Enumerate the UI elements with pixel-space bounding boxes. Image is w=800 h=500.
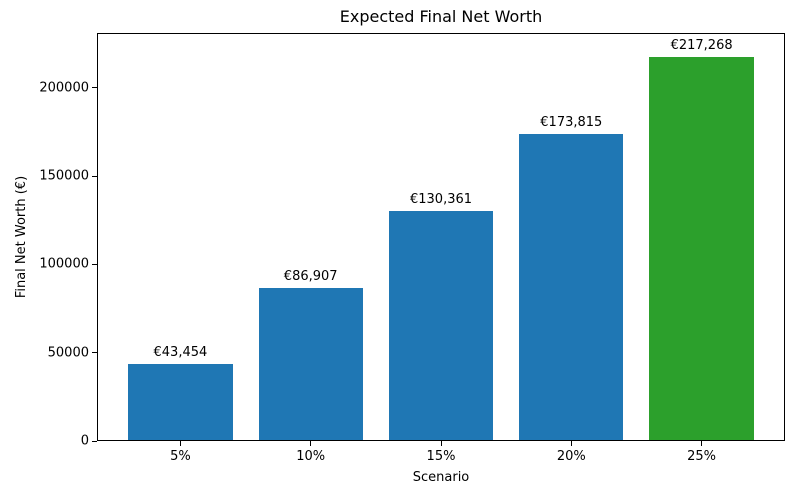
x-tick-mark <box>440 441 442 446</box>
y-tick-mark <box>92 352 97 354</box>
bar-value-label-15%: €130,361 <box>409 191 473 207</box>
y-tick-mark <box>92 440 97 442</box>
bar-25% <box>649 57 754 441</box>
y-tick-label: 50000 <box>47 345 89 361</box>
y-tick-mark <box>92 175 97 177</box>
bars-layer <box>97 33 785 441</box>
y-tick-mark <box>92 263 97 265</box>
x-tick-label-5%: 5% <box>170 449 191 464</box>
bar-20% <box>519 134 624 441</box>
x-tick-mark <box>179 441 181 446</box>
x-tick-mark <box>701 441 703 446</box>
x-tick-label-10%: 10% <box>296 449 326 464</box>
bar-value-label-25%: €217,268 <box>670 38 733 54</box>
chart-title: Expected Final Net Worth <box>339 7 543 26</box>
y-tick-label: 150000 <box>39 168 89 184</box>
x-tick-mark <box>310 441 312 446</box>
bar-10% <box>258 287 363 441</box>
bar-value-label-10%: €86,907 <box>283 268 338 284</box>
bar-value-label-20%: €173,815 <box>540 115 603 130</box>
x-tick-label-20%: 20% <box>556 449 586 464</box>
bar-15% <box>388 210 494 441</box>
x-axis-label: Scenario <box>412 470 470 485</box>
y-axis-label: Final Net Worth (€) <box>14 175 29 299</box>
x-tick-label-25%: 25% <box>687 449 717 464</box>
bar-5% <box>128 364 233 441</box>
y-tick-label: 100000 <box>39 256 89 272</box>
x-tick-label-15%: 15% <box>426 449 456 464</box>
plot-area: €43,454 €86,907 €130,361 €173,815 €217,268 <box>97 33 785 441</box>
y-tick-mark <box>92 87 97 89</box>
y-tick-label: 200000 <box>39 80 89 96</box>
bar-labels-layer: €43,454 €86,907 €130,361 €173,815 €217,268 <box>97 33 785 441</box>
y-tick-label: 0 <box>80 433 89 449</box>
x-tick-mark <box>570 441 572 446</box>
bar-value-label-5%: €43,454 <box>153 345 208 361</box>
